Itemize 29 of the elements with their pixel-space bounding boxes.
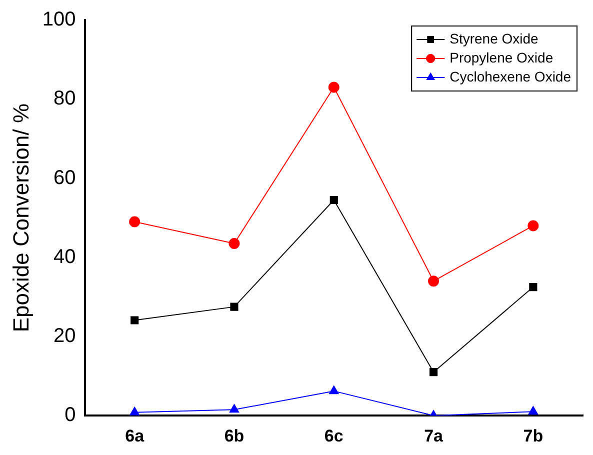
point: [129, 216, 140, 228]
point: [528, 220, 539, 232]
y-tick-label: 0: [64, 404, 76, 426]
x-tick-label: 6b: [224, 426, 244, 446]
point: [328, 82, 340, 93]
y-tick-label: 40: [54, 246, 76, 268]
point: [229, 404, 240, 413]
point: [130, 316, 139, 324]
y-tick-label: 80: [54, 88, 76, 110]
x-tick-label: 6a: [125, 426, 145, 446]
point: [330, 196, 338, 204]
point: [528, 406, 538, 415]
x-tick-label: 6c: [324, 426, 344, 446]
point: [329, 386, 339, 394]
legend-label: Propylene Oxide: [450, 49, 554, 66]
y-axis-title: Epoxide Conversion/ %: [8, 103, 34, 332]
point: [230, 302, 238, 311]
y-tick-label: 60: [54, 166, 76, 189]
point: [130, 406, 140, 416]
y-tick-label: 100: [42, 8, 76, 31]
legend-label: Cyclohexene Oxide: [450, 68, 572, 84]
point: [228, 238, 240, 250]
y-tick-label: 20: [54, 324, 76, 347]
point: [429, 368, 438, 376]
legend-label: Styrene Oxide: [450, 30, 539, 46]
x-tick-label: 7a: [424, 426, 444, 446]
point: [529, 282, 538, 292]
point: [428, 276, 440, 287]
x-tick-label: 7b: [523, 426, 544, 446]
